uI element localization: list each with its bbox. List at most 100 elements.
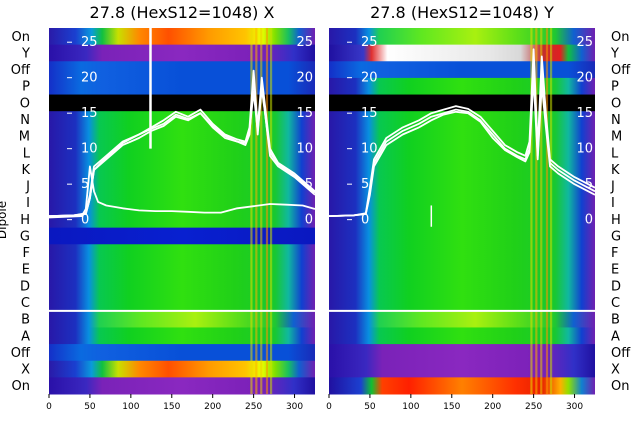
x-tick-label: 0 bbox=[46, 402, 52, 412]
panel-title-y: 27.8 (HexS12=1048) Y bbox=[370, 3, 554, 22]
row-label: L bbox=[611, 146, 619, 161]
heatmap-row bbox=[49, 28, 315, 46]
overlay-tick-label: 20 bbox=[361, 71, 378, 86]
row-label: M bbox=[611, 130, 622, 145]
heatmap-row bbox=[329, 194, 595, 212]
heatmap-row bbox=[49, 244, 315, 262]
overlay-series-line bbox=[48, 69, 316, 217]
row-label: K bbox=[21, 163, 30, 178]
overlay-series-line bbox=[48, 87, 316, 217]
streak-mark bbox=[255, 28, 258, 394]
heatmap-row bbox=[49, 310, 315, 328]
overlay-tick-label: 25 bbox=[576, 35, 593, 50]
row-label: E bbox=[611, 263, 619, 278]
streak-mark bbox=[250, 28, 253, 394]
heatmap-row bbox=[329, 344, 595, 362]
heatmap-row bbox=[49, 161, 315, 179]
panel-title-x: 27.8 (HexS12=1048) X bbox=[90, 3, 275, 22]
row-label: N bbox=[20, 113, 30, 128]
row-label: Y bbox=[21, 46, 30, 61]
heatmap-row bbox=[49, 111, 315, 129]
row-label: P bbox=[22, 80, 30, 95]
overlay-tick-label: 10 bbox=[361, 142, 378, 157]
x-tick-label: 50 bbox=[84, 402, 96, 412]
row-label: On bbox=[611, 379, 629, 394]
row-label: Off bbox=[11, 63, 31, 78]
streak-mark bbox=[269, 28, 273, 394]
row-label: I bbox=[26, 196, 30, 211]
heatmap-row bbox=[329, 277, 595, 295]
heatmap-row bbox=[49, 377, 315, 395]
y-axis-label: Dipole bbox=[0, 201, 9, 239]
overlay-tick-label: 5 bbox=[81, 177, 89, 192]
streak-mark bbox=[265, 28, 269, 394]
row-label: H bbox=[20, 213, 30, 228]
row-label: G bbox=[20, 229, 30, 244]
heatmap-row bbox=[49, 177, 315, 195]
row-label: J bbox=[610, 180, 615, 195]
row-label: O bbox=[611, 96, 621, 111]
overlay-tick-label: 20 bbox=[81, 71, 98, 86]
overlay-tick-label: 5 bbox=[361, 177, 369, 192]
overlay-series-line bbox=[328, 48, 596, 217]
x-tick-label: 250 bbox=[525, 402, 542, 412]
x-tick-label: 200 bbox=[484, 402, 501, 412]
overlay-tick-label: 0 bbox=[585, 213, 593, 228]
heatmap-row bbox=[329, 260, 595, 279]
heatmap-row bbox=[329, 310, 595, 328]
overlay-tick-label: 15 bbox=[361, 106, 378, 121]
row-label: X bbox=[21, 363, 30, 378]
heatmap-row bbox=[49, 227, 315, 245]
row-label: On bbox=[12, 379, 30, 394]
heatmap-row bbox=[49, 44, 315, 62]
overlay-tick-label: 15 bbox=[81, 106, 98, 121]
row-label: O bbox=[20, 96, 30, 111]
overlay-tick-label: 10 bbox=[296, 142, 313, 157]
row-label: L bbox=[23, 146, 31, 161]
heatmap-row bbox=[49, 344, 315, 362]
overlay-tick-label: 25 bbox=[361, 35, 378, 50]
heatmap-row bbox=[329, 161, 595, 179]
heatmap-row bbox=[329, 61, 595, 79]
x-tick-label: 300 bbox=[566, 402, 583, 412]
row-label: M bbox=[19, 130, 30, 145]
row-label: J bbox=[25, 180, 30, 195]
x-tick-label: 250 bbox=[245, 402, 262, 412]
heatmap-row bbox=[329, 377, 595, 395]
row-label: G bbox=[611, 229, 621, 244]
overlay-tick-label: 10 bbox=[81, 142, 98, 157]
row-label: C bbox=[611, 296, 620, 311]
x-tick-label: 100 bbox=[402, 402, 419, 412]
x-tick-label: 200 bbox=[204, 402, 221, 412]
heatmap-row bbox=[329, 28, 595, 46]
heatmap-row bbox=[49, 260, 315, 279]
row-label: On bbox=[611, 30, 629, 45]
row-label: On bbox=[12, 30, 30, 45]
heatmap-row bbox=[329, 144, 595, 162]
heatmap-row bbox=[329, 211, 595, 229]
x-tick-label: 300 bbox=[286, 402, 303, 412]
heatmap-row bbox=[49, 327, 315, 345]
row-label: K bbox=[611, 163, 620, 178]
row-label: F bbox=[23, 246, 30, 261]
overlay-tick-label: 15 bbox=[576, 106, 593, 121]
heatmap-row bbox=[329, 111, 595, 129]
heatmap-row bbox=[329, 94, 595, 112]
heatmap-row bbox=[329, 294, 595, 312]
overlay-tick-label: 0 bbox=[361, 213, 369, 228]
heatmap-row bbox=[329, 360, 595, 378]
overlay-tick-label: 25 bbox=[296, 35, 313, 50]
streak-mark bbox=[545, 28, 549, 394]
heatmap-row bbox=[329, 77, 595, 96]
overlay-tick-label: 5 bbox=[305, 177, 313, 192]
heatmap-row bbox=[329, 177, 595, 195]
streak-mark bbox=[549, 28, 553, 394]
row-label: D bbox=[20, 279, 30, 294]
row-label: Off bbox=[611, 63, 631, 78]
x-tick-label: 150 bbox=[163, 402, 180, 412]
x-tick-label: 150 bbox=[443, 402, 460, 412]
row-label: H bbox=[611, 213, 621, 228]
heatmap-row bbox=[329, 227, 595, 245]
